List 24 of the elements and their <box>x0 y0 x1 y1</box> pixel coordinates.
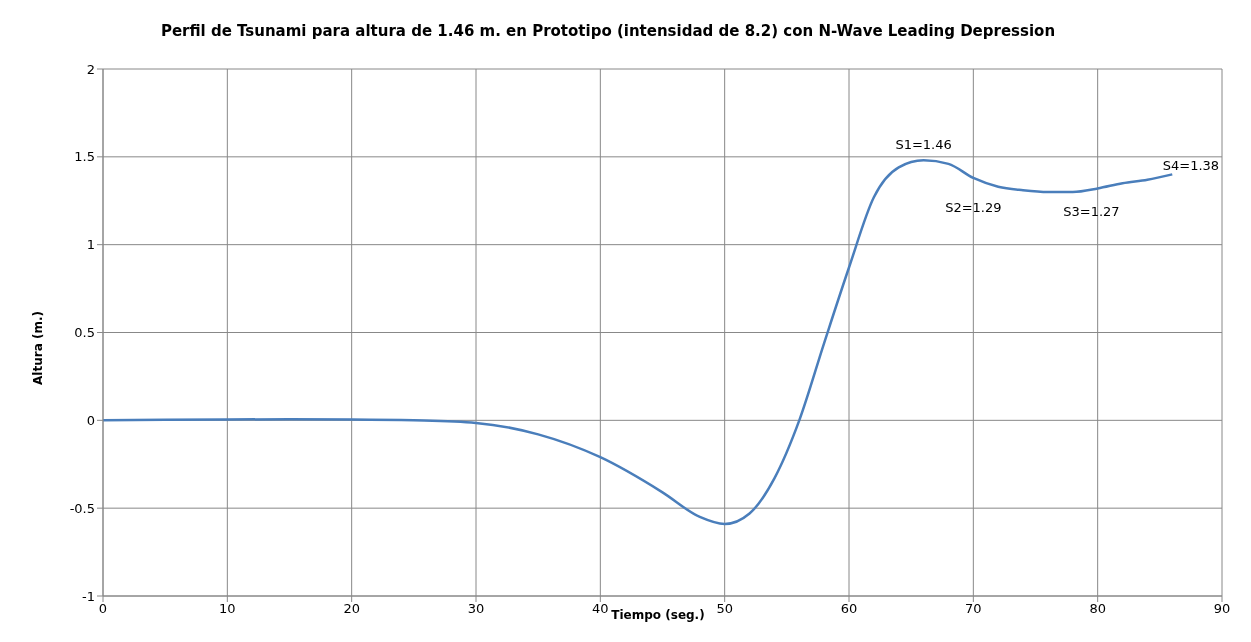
x-tick-label: 30 <box>467 601 485 617</box>
annotation: S2=1.29 <box>945 200 1002 216</box>
annotation: S1=1.46 <box>895 137 952 153</box>
y-tick-label: 2 <box>86 61 95 77</box>
x-tick-label: 90 <box>1213 601 1231 617</box>
annotation: S3=1.27 <box>1063 203 1120 219</box>
x-tick-label: 40 <box>592 601 609 617</box>
y-axis-title: Altura (m.) <box>31 311 45 385</box>
y-tick-label: 0.5 <box>74 325 95 341</box>
x-tick-label: 60 <box>840 601 858 617</box>
y-tick-label: -1 <box>82 588 95 604</box>
x-tick-label: 70 <box>965 601 982 617</box>
y-tick-label: -0.5 <box>69 500 95 516</box>
x-tick-label: 10 <box>219 601 236 617</box>
x-tick-label: 50 <box>716 601 733 617</box>
x-tick-label: 80 <box>1089 601 1106 617</box>
x-tick-label: 0 <box>98 601 108 617</box>
x-axis-title: Tiempo (seg.) <box>611 608 705 622</box>
annotation: S4=1.38 <box>1162 158 1220 174</box>
y-tick-label: 0 <box>86 412 95 428</box>
x-tick-label: 20 <box>343 601 360 617</box>
y-tick-label: 1.5 <box>74 149 95 165</box>
y-tick-label: 1 <box>86 237 95 253</box>
chart-title: Perfil de Tsunami para altura de 1.46 m. en Prototipo (intensidad de 8.2) con N-Wave Leading Depression <box>159 22 1057 40</box>
